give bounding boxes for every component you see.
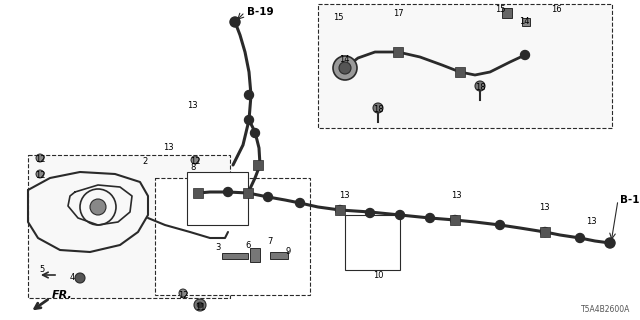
- Text: 12: 12: [35, 156, 45, 164]
- Circle shape: [605, 238, 614, 247]
- Circle shape: [179, 289, 187, 297]
- Text: B-19: B-19: [620, 195, 640, 205]
- Text: 5: 5: [40, 266, 45, 275]
- Text: FR.: FR.: [52, 290, 72, 300]
- Text: 16: 16: [550, 5, 561, 14]
- Text: 17: 17: [393, 10, 403, 19]
- Circle shape: [250, 129, 259, 138]
- Circle shape: [475, 81, 485, 91]
- Circle shape: [340, 63, 349, 73]
- Text: 7: 7: [268, 237, 273, 246]
- Circle shape: [335, 205, 344, 214]
- Text: 13: 13: [187, 100, 197, 109]
- Circle shape: [264, 193, 273, 202]
- Circle shape: [365, 209, 374, 218]
- Bar: [270, 252, 288, 259]
- Polygon shape: [455, 67, 465, 77]
- Polygon shape: [335, 205, 345, 215]
- Circle shape: [495, 220, 504, 229]
- Circle shape: [36, 154, 44, 162]
- Bar: [318, 4, 612, 128]
- Circle shape: [36, 170, 44, 178]
- Bar: [222, 253, 248, 259]
- Circle shape: [223, 188, 232, 196]
- Bar: [250, 248, 260, 262]
- Polygon shape: [193, 188, 203, 198]
- Circle shape: [296, 198, 305, 207]
- Text: 8: 8: [190, 164, 196, 172]
- Text: 11: 11: [195, 303, 205, 313]
- Circle shape: [194, 299, 206, 311]
- Polygon shape: [253, 160, 263, 170]
- Text: 4: 4: [69, 274, 75, 283]
- Text: 2: 2: [142, 157, 148, 166]
- Text: 15: 15: [333, 13, 343, 22]
- Text: 12: 12: [178, 291, 188, 300]
- Circle shape: [426, 213, 435, 222]
- Circle shape: [230, 18, 239, 27]
- Polygon shape: [540, 227, 550, 237]
- Circle shape: [396, 211, 404, 220]
- Circle shape: [244, 116, 253, 124]
- Circle shape: [90, 199, 106, 215]
- Text: 12: 12: [35, 171, 45, 180]
- Bar: [187, 172, 248, 225]
- Circle shape: [75, 273, 85, 283]
- Bar: [155, 178, 310, 295]
- Text: 13: 13: [539, 204, 549, 212]
- Text: 13: 13: [451, 191, 461, 201]
- Text: 18: 18: [372, 106, 383, 115]
- Circle shape: [451, 215, 460, 225]
- Polygon shape: [393, 47, 403, 57]
- Bar: [28, 155, 230, 298]
- Text: 14: 14: [519, 18, 529, 27]
- Text: 18: 18: [475, 84, 485, 92]
- Circle shape: [191, 156, 199, 164]
- Text: 13: 13: [339, 190, 349, 199]
- Circle shape: [244, 91, 253, 100]
- Text: 13: 13: [586, 218, 596, 227]
- Text: 10: 10: [372, 270, 383, 279]
- Text: 3: 3: [215, 244, 221, 252]
- Text: 14: 14: [339, 55, 349, 65]
- Text: 9: 9: [285, 247, 291, 257]
- Bar: [522, 18, 530, 26]
- Polygon shape: [243, 188, 253, 198]
- Circle shape: [333, 56, 357, 80]
- Text: 13: 13: [163, 143, 173, 153]
- Text: 6: 6: [245, 241, 251, 250]
- Circle shape: [575, 234, 584, 243]
- Circle shape: [373, 103, 383, 113]
- Circle shape: [197, 302, 203, 308]
- Text: T5A4B2600A: T5A4B2600A: [580, 305, 630, 314]
- Circle shape: [541, 228, 550, 236]
- Polygon shape: [450, 215, 460, 225]
- Text: 15: 15: [495, 5, 505, 14]
- Circle shape: [520, 51, 529, 60]
- Bar: [345, 215, 400, 270]
- Text: 12: 12: [189, 157, 200, 166]
- Bar: [502, 8, 512, 18]
- Text: B-19: B-19: [247, 7, 274, 17]
- Circle shape: [339, 62, 351, 74]
